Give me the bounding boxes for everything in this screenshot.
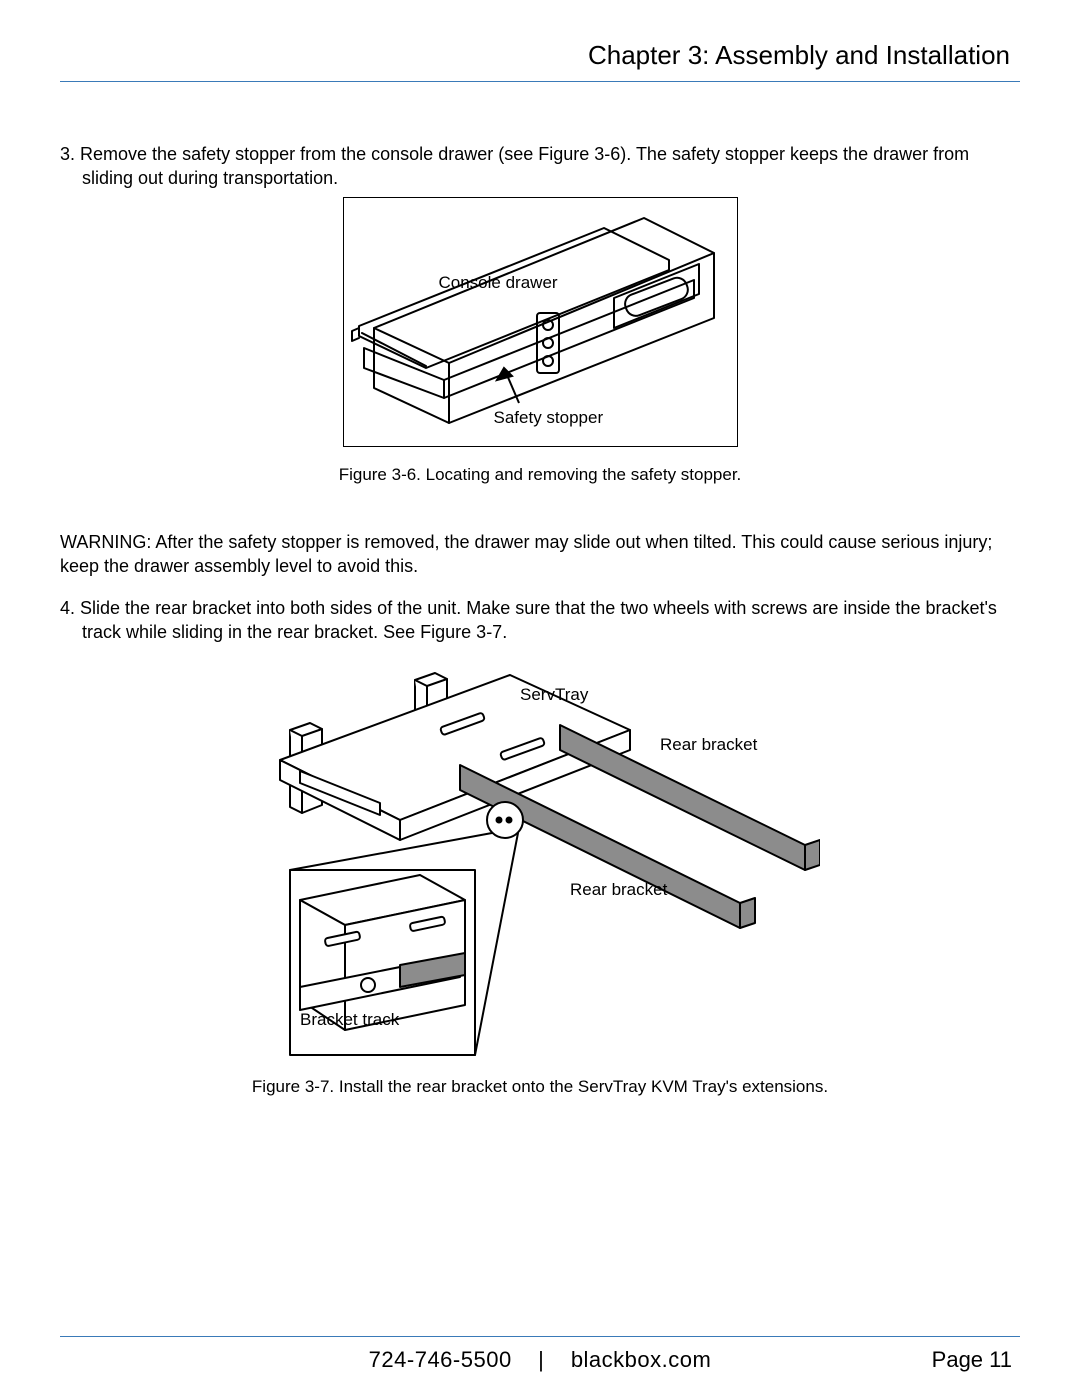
footer-phone: 724-746-5500 — [369, 1347, 512, 1372]
footer-rule — [60, 1336, 1020, 1337]
figure6-label-console: Console drawer — [439, 273, 558, 293]
footer-separator: | — [538, 1347, 544, 1372]
figure-3-7: ServTray Rear bracket Rear bracket Brack… — [260, 665, 820, 1065]
figure-3-6-caption: Figure 3-6. Locating and removing the sa… — [60, 465, 1020, 485]
figure7-label-rear2: Rear bracket — [570, 880, 667, 900]
footer-page-number: Page 11 — [932, 1347, 1012, 1373]
figure7-label-servtray: ServTray — [520, 685, 588, 705]
figure7-label-rear1: Rear bracket — [660, 735, 757, 755]
figure-3-6: Console drawer Safety stopper — [343, 197, 738, 447]
step-4-text: 4. Slide the rear bracket into both side… — [60, 596, 1020, 645]
figure-3-7-caption: Figure 3-7. Install the rear bracket ont… — [60, 1077, 1020, 1097]
step-3-text: 3. Remove the safety stopper from the co… — [60, 142, 1020, 191]
figure6-label-stopper: Safety stopper — [494, 408, 604, 428]
figure7-label-track: Bracket track — [300, 1010, 399, 1030]
page-header-title: Chapter 3: Assembly and Installation — [60, 40, 1020, 77]
warning-text: WARNING: After the safety stopper is rem… — [60, 530, 1020, 579]
footer-site: blackbox.com — [571, 1347, 712, 1372]
page-footer: 724-746-5500 | blackbox.com Page 11 — [60, 1336, 1020, 1373]
